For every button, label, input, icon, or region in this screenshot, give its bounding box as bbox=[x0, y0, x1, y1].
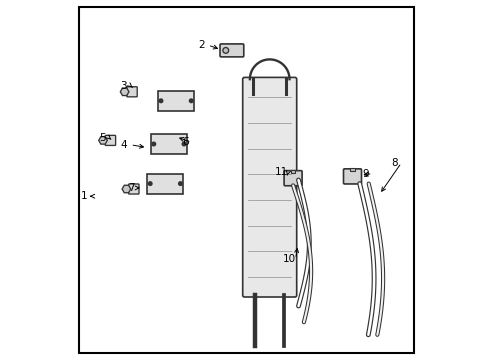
Circle shape bbox=[159, 99, 163, 103]
Text: 7: 7 bbox=[127, 183, 134, 193]
Circle shape bbox=[148, 182, 152, 185]
Bar bbox=[151, 134, 186, 154]
FancyBboxPatch shape bbox=[220, 44, 244, 57]
Text: 10: 10 bbox=[282, 254, 295, 264]
Text: 9: 9 bbox=[362, 168, 369, 179]
Text: 3: 3 bbox=[121, 81, 127, 91]
FancyBboxPatch shape bbox=[242, 77, 296, 297]
FancyBboxPatch shape bbox=[343, 169, 361, 184]
Text: 6: 6 bbox=[182, 137, 188, 147]
Text: 8: 8 bbox=[391, 158, 398, 168]
Text: 5: 5 bbox=[99, 132, 105, 143]
FancyBboxPatch shape bbox=[284, 171, 302, 186]
FancyBboxPatch shape bbox=[128, 184, 139, 194]
Bar bbox=[158, 91, 194, 111]
Text: 1: 1 bbox=[81, 191, 87, 201]
Bar bbox=[147, 174, 183, 194]
Polygon shape bbox=[122, 185, 130, 193]
FancyBboxPatch shape bbox=[126, 87, 137, 97]
Circle shape bbox=[223, 48, 228, 53]
Polygon shape bbox=[120, 88, 129, 95]
Polygon shape bbox=[99, 137, 107, 144]
FancyBboxPatch shape bbox=[105, 135, 115, 145]
Circle shape bbox=[189, 99, 193, 103]
Circle shape bbox=[182, 142, 185, 146]
Bar bbox=[290, 170, 295, 173]
Circle shape bbox=[152, 142, 155, 146]
Bar bbox=[349, 168, 354, 171]
Text: 2: 2 bbox=[198, 40, 204, 50]
Circle shape bbox=[178, 182, 182, 185]
Text: 4: 4 bbox=[121, 140, 127, 150]
Text: 11: 11 bbox=[274, 167, 287, 177]
